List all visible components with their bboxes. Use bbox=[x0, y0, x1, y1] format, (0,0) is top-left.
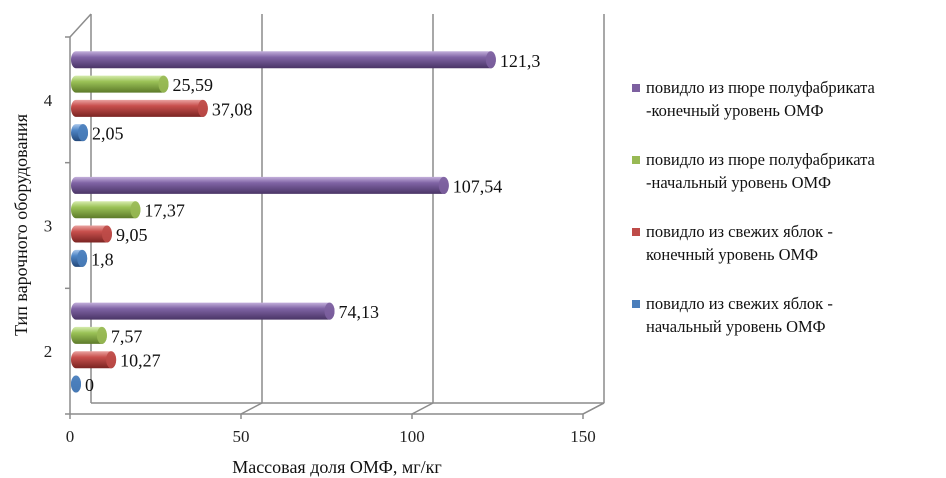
y-tick-label: 2 bbox=[44, 342, 53, 361]
legend-item: повидло из свежих яблок - начальный уров… bbox=[632, 292, 944, 364]
bar bbox=[70, 249, 88, 267]
bar bbox=[71, 225, 112, 243]
legend-item: повидло из пюре полуфабриката -начальный… bbox=[632, 148, 944, 220]
legend: повидло из пюре полуфабриката -конечный … bbox=[632, 76, 944, 364]
legend-item: повидло из свежих яблок - конечный урове… bbox=[632, 220, 944, 292]
bar bbox=[71, 326, 107, 344]
legend-swatch bbox=[632, 84, 640, 92]
axis-ticks: 0 50 100 150 2 3 4 bbox=[44, 36, 596, 446]
floor-gridline bbox=[240, 402, 263, 415]
bar bbox=[71, 351, 117, 369]
gridlines bbox=[240, 14, 605, 415]
bar-series bbox=[70, 51, 496, 393]
y-tick-label: 3 bbox=[44, 217, 53, 236]
data-label: 37,08 bbox=[212, 99, 253, 119]
data-label: 10,27 bbox=[120, 351, 161, 371]
bar bbox=[71, 99, 208, 117]
legend-swatch bbox=[632, 156, 640, 164]
y-axis-title: Тип варочного оборудования bbox=[11, 114, 31, 336]
data-label: 9,05 bbox=[116, 225, 147, 245]
bar bbox=[71, 75, 169, 93]
data-label: 1,8 bbox=[91, 249, 114, 269]
x-tick-label: 50 bbox=[233, 427, 250, 446]
data-label: 74,13 bbox=[339, 302, 380, 322]
data-label: 107,54 bbox=[453, 176, 503, 196]
legend-label: повидло из пюре полуфабриката -конечный … bbox=[646, 78, 875, 120]
bar bbox=[71, 375, 81, 393]
data-label: 0 bbox=[85, 375, 94, 395]
x-tick-label: 0 bbox=[66, 427, 75, 446]
y-tick-label: 4 bbox=[44, 91, 53, 110]
x-axis-title: Массовая доля ОМФ, мг/кг bbox=[232, 457, 442, 477]
bar bbox=[71, 176, 449, 194]
data-label: 25,59 bbox=[173, 75, 214, 95]
bar bbox=[71, 302, 335, 320]
floor-gridline bbox=[411, 402, 434, 415]
data-label: 7,57 bbox=[111, 326, 143, 346]
legend-label: повидло из свежих яблок - конечный урове… bbox=[646, 222, 833, 264]
legend-item: повидло из пюре полуфабриката -конечный … bbox=[632, 76, 944, 148]
x-tick-label: 100 bbox=[399, 427, 425, 446]
bar bbox=[71, 201, 141, 219]
x-tick-label: 150 bbox=[570, 427, 596, 446]
legend-label: повидло из свежих яблок - начальный уров… bbox=[646, 294, 833, 336]
legend-label: повидло из пюре полуфабриката -начальный… bbox=[646, 150, 875, 192]
legend-swatch bbox=[632, 228, 640, 236]
data-labels: 0 10,27 7,57 74,13 1,89,05 17,37 107,54 2,05 37,… bbox=[85, 51, 540, 395]
data-label: 2,05 bbox=[92, 124, 124, 144]
bar bbox=[71, 124, 89, 142]
floor-gridline bbox=[582, 402, 605, 415]
data-label: 121,3 bbox=[500, 51, 541, 71]
bar bbox=[71, 51, 496, 69]
data-label: 17,37 bbox=[144, 201, 185, 221]
legend-swatch bbox=[632, 300, 640, 308]
